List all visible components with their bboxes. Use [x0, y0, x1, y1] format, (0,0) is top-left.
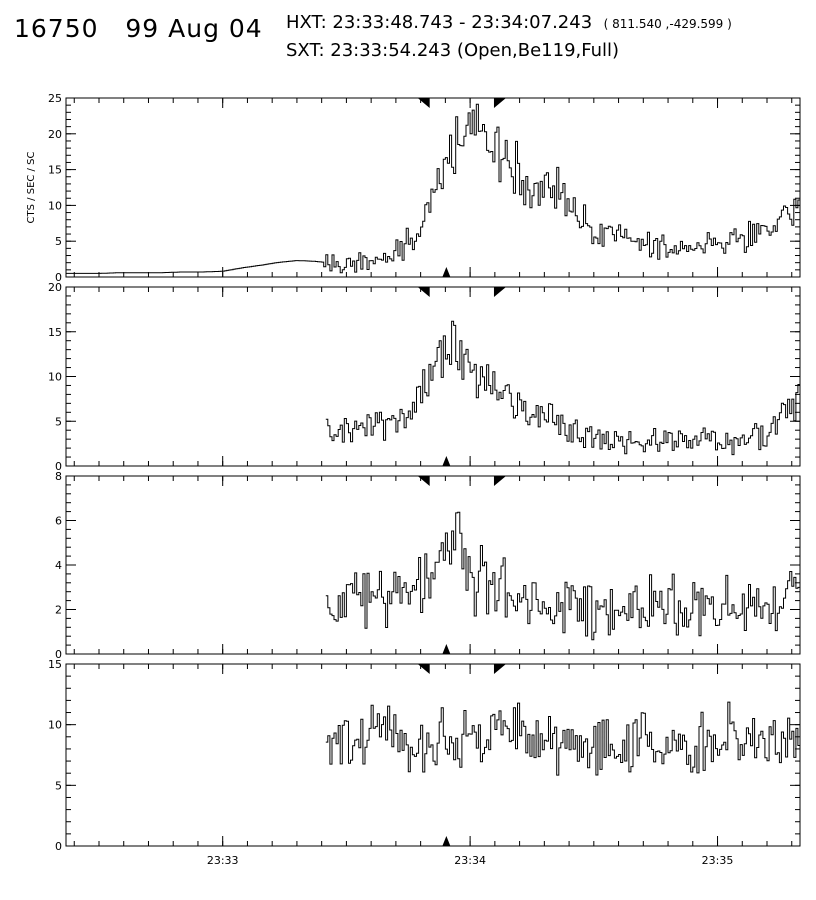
- sxt-time-marker: [442, 644, 451, 654]
- y-tick-label: 15: [48, 658, 62, 671]
- y-tick-label: 10: [48, 199, 62, 212]
- sxt-time-marker: [442, 836, 451, 846]
- event-date: 99 Aug 04: [125, 14, 263, 43]
- pointing-coordinates: ( 811.540 ,-429.599 ): [603, 17, 732, 31]
- hxt-range: 23:33:48.743 - 23:34:07.243: [332, 12, 593, 33]
- x-tick-label: 23:34: [454, 854, 486, 867]
- y-tick-label: 15: [48, 326, 62, 339]
- sxt-label: SXT:: [286, 40, 325, 61]
- sxt-time-marker: [442, 456, 451, 466]
- hxt-end-marker: [493, 287, 506, 297]
- hxt-time-range: HXT: 23:33:48.743 - 23:34:07.243 ( 811.5…: [286, 12, 732, 33]
- y-tick-label: 5: [55, 779, 62, 792]
- light-curve-panel-4: [325, 701, 800, 776]
- plot-frame: [65, 475, 801, 655]
- light-curve-panel-1: [66, 103, 800, 274]
- y-tick-label: 15: [48, 164, 62, 177]
- y-tick-label: 4: [55, 559, 62, 572]
- y-axis-title: CTS / SEC / SC: [26, 152, 37, 224]
- y-tick-label: 5: [55, 235, 62, 248]
- sxt-time-value: 23:33:54.243: [330, 40, 452, 61]
- x-tick-label: 23:35: [702, 854, 734, 867]
- y-tick-label: 10: [48, 719, 62, 732]
- y-tick-label: 2: [55, 604, 62, 617]
- hxt-start-marker: [417, 476, 430, 486]
- y-tick-label: 8: [55, 470, 62, 483]
- y-tick-label: 10: [48, 371, 62, 384]
- plot-frame: [65, 663, 801, 847]
- y-tick-label: 5: [55, 415, 62, 428]
- hxt-end-marker: [493, 664, 506, 674]
- y-tick-label: 0: [55, 271, 62, 284]
- y-tick-label: 0: [55, 840, 62, 853]
- y-tick-label: 20: [48, 128, 62, 141]
- hxt-label: HXT:: [286, 12, 327, 33]
- x-tick-label: 23:33: [207, 854, 239, 867]
- sxt-params: (Open,Be119,Full): [456, 40, 620, 61]
- plot-frame: [65, 97, 801, 278]
- y-tick-label: 20: [48, 281, 62, 294]
- sxt-time-marker: [442, 267, 451, 277]
- y-tick-label: 0: [55, 648, 62, 661]
- y-tick-label: 6: [55, 515, 62, 528]
- light-curve-panel-2: [325, 320, 800, 456]
- hxt-end-marker: [493, 476, 506, 486]
- event-id-and-date: 16750 99 Aug 04: [14, 14, 263, 43]
- light-curve-panel-3: [325, 511, 800, 641]
- hxt-start-marker: [417, 287, 430, 297]
- y-tick-label: 0: [55, 460, 62, 473]
- hxt-end-marker: [493, 98, 506, 108]
- hxt-start-marker: [417, 98, 430, 108]
- sxt-time: SXT: 23:33:54.243 (Open,Be119,Full): [286, 40, 619, 61]
- hxt-start-marker: [417, 664, 430, 674]
- event-number: 16750: [14, 14, 99, 43]
- y-tick-label: 25: [48, 92, 62, 105]
